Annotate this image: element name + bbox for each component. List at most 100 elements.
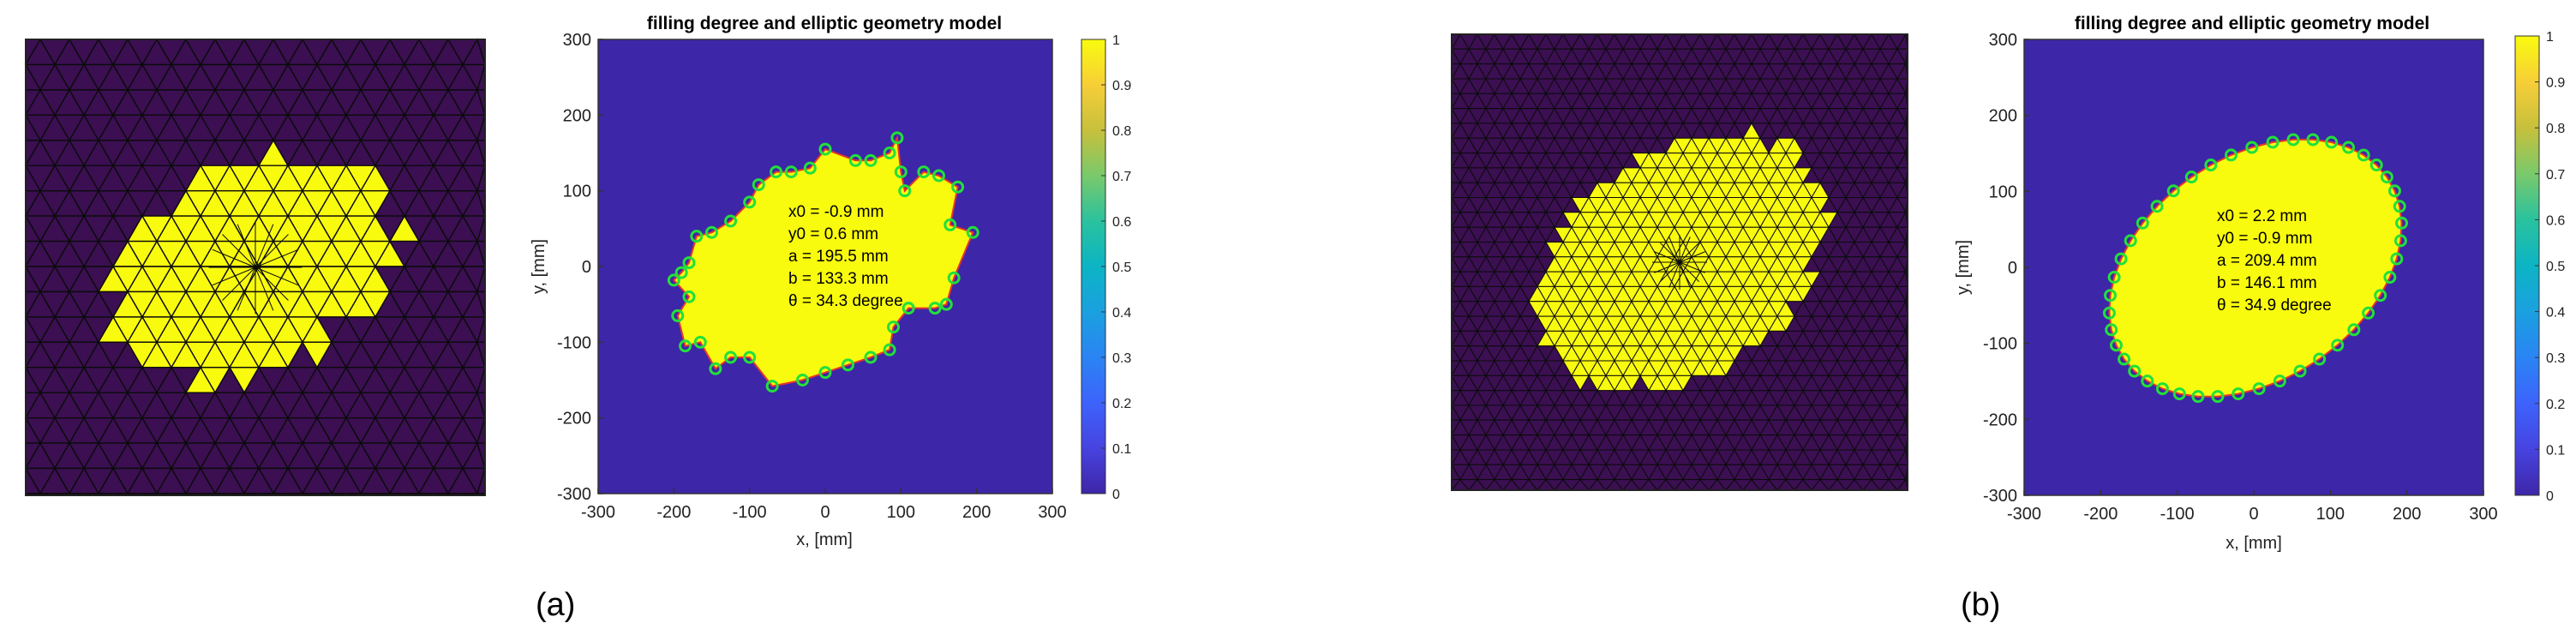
boundary-marker [2204, 159, 2218, 172]
boundary-marker [671, 309, 685, 322]
mesh-image-a [24, 38, 486, 496]
colorbar-tick-label: 0.4 [2546, 306, 2565, 320]
mesh-center-spoke [212, 249, 256, 268]
mesh-center-spoke [222, 267, 256, 301]
boundary-marker [2313, 352, 2327, 366]
boundary-marker [947, 271, 961, 285]
colorbar-tick-label: 0.6 [2546, 213, 2565, 228]
boundary-marker [2102, 306, 2116, 320]
colorbar-tick-label: 1 [2546, 30, 2554, 45]
colorbar-tick-label: 0.5 [2546, 260, 2565, 274]
y-tick-label: -200 [557, 410, 591, 428]
axes-a: -300 -200 -100 0 100 200 300 300 200 100 0 -100 -200… [557, 31, 1067, 522]
boundary-marker [2124, 234, 2137, 248]
colorbar-tick-label: 0 [1112, 488, 1120, 502]
boundary-marker [682, 290, 696, 303]
boundary-marker [2286, 133, 2300, 147]
colorbar-tick-label: 0.4 [1112, 306, 1131, 320]
mesh-center-spoke [255, 234, 289, 268]
annotation-x0-a: x0 = -0.9 mm [788, 203, 884, 221]
boundary-marker [705, 225, 718, 239]
x-tick-label: -300 [2007, 505, 2041, 524]
boundary-marker [966, 225, 979, 239]
axes-b: -300 -200 -100 0 100 200 300 300 200 100 0 -100 -200… [1983, 31, 2498, 524]
mesh-center-spoke [1679, 261, 1705, 273]
filled-region-b [2108, 138, 2403, 398]
boundary-marker [883, 147, 896, 159]
boundary-marker [2374, 289, 2387, 303]
colorbar-tick-label: 0.8 [2546, 122, 2565, 136]
boundary-marker [2211, 390, 2225, 404]
boundary-marker [902, 302, 915, 315]
mesh-center-spoke [1679, 261, 1699, 282]
boundary-marker [2225, 148, 2238, 162]
boundary-marker [2105, 323, 2118, 337]
mesh-image-b [1450, 33, 1908, 492]
colorbar-tick-label: 0.9 [1112, 79, 1131, 93]
boundary-marker [864, 350, 878, 364]
boundary-marker [743, 350, 757, 364]
y-tick-label: 200 [563, 106, 591, 125]
boundary-marker [2141, 374, 2154, 388]
boundary-markers-a [667, 131, 979, 393]
mesh-center-spoke [222, 234, 256, 268]
colorbar-tick-label: 0.1 [2546, 443, 2565, 458]
boundary-marker [864, 153, 878, 167]
boundary-marker [2293, 364, 2307, 378]
boundary-marker [2362, 306, 2375, 320]
boundary-marker [890, 131, 904, 145]
boundary-marker [2191, 390, 2205, 404]
boundary-marker [898, 184, 912, 198]
mesh-center-spoke [1679, 243, 1699, 263]
x-tick-label: 200 [2393, 505, 2421, 524]
colorbar-tick-label: 0.8 [1112, 124, 1131, 139]
boundary-marker [667, 273, 680, 287]
y-axis-label-a: y, [mm] [530, 239, 548, 294]
boundary-marker [679, 339, 692, 353]
x-tick-label: 300 [2469, 505, 2497, 524]
boundary-marker [883, 343, 896, 356]
annotation-theta-a: θ = 34.3 degree [788, 292, 903, 310]
chart-title-b: filling degree and elliptic geometry mod… [2075, 14, 2429, 33]
boundary-marker [765, 380, 779, 393]
boundary-marker [2114, 252, 2128, 266]
mesh-center-spoke [1679, 251, 1705, 263]
annotation-y0-a: y0 = 0.6 mm [788, 225, 878, 243]
boundary-marker [2357, 148, 2370, 162]
boundary-marker [2128, 364, 2142, 378]
boundary-marker [2107, 271, 2121, 285]
y-tick-label: 0 [582, 258, 591, 277]
boundary-marker [928, 302, 942, 315]
boundary-marker [2395, 216, 2409, 230]
x-tick-label: -100 [2160, 505, 2195, 524]
boundary-marker [887, 320, 900, 334]
mesh-center-spoke [1679, 261, 1691, 288]
boundary-marker [944, 218, 957, 231]
y-tick-label: -100 [1983, 335, 2017, 354]
y-tick-label: 300 [563, 31, 591, 50]
boundary-marker [803, 161, 817, 175]
annotation-a-b: a = 209.4 mm [2217, 252, 2317, 270]
boundary-marker [2252, 382, 2266, 396]
boundary-marker [2166, 184, 2180, 198]
mesh-center-spoke [255, 267, 289, 301]
boundary-marker [2347, 323, 2361, 337]
y-tick-label: -100 [557, 333, 591, 352]
colorbar-tick-label: 0.5 [1112, 261, 1131, 275]
boundary-marker [690, 230, 704, 243]
colorbar-tick-label: 0.3 [2546, 351, 2565, 366]
colorbar-tick-label: 0.7 [2546, 168, 2565, 183]
mesh-center-spoke [212, 267, 256, 286]
x-tick-label: 0 [820, 503, 830, 522]
colorbar-tick-label: 0.3 [1112, 351, 1131, 366]
y-tick-label: 100 [563, 183, 591, 201]
y-tick-label: -200 [1983, 410, 2017, 429]
ellipse-parameters-b: x0 = 2.2 mm y0 = -0.9 mm a = 209.4 mm b … [2217, 207, 2332, 315]
boundary-marker [693, 335, 707, 349]
boundary-marker [2184, 171, 2198, 184]
mesh-center-spoke [1654, 261, 1680, 273]
boundary-marker [796, 374, 809, 386]
mesh-center-spoke [255, 249, 299, 268]
boundary-marker [2393, 234, 2407, 248]
